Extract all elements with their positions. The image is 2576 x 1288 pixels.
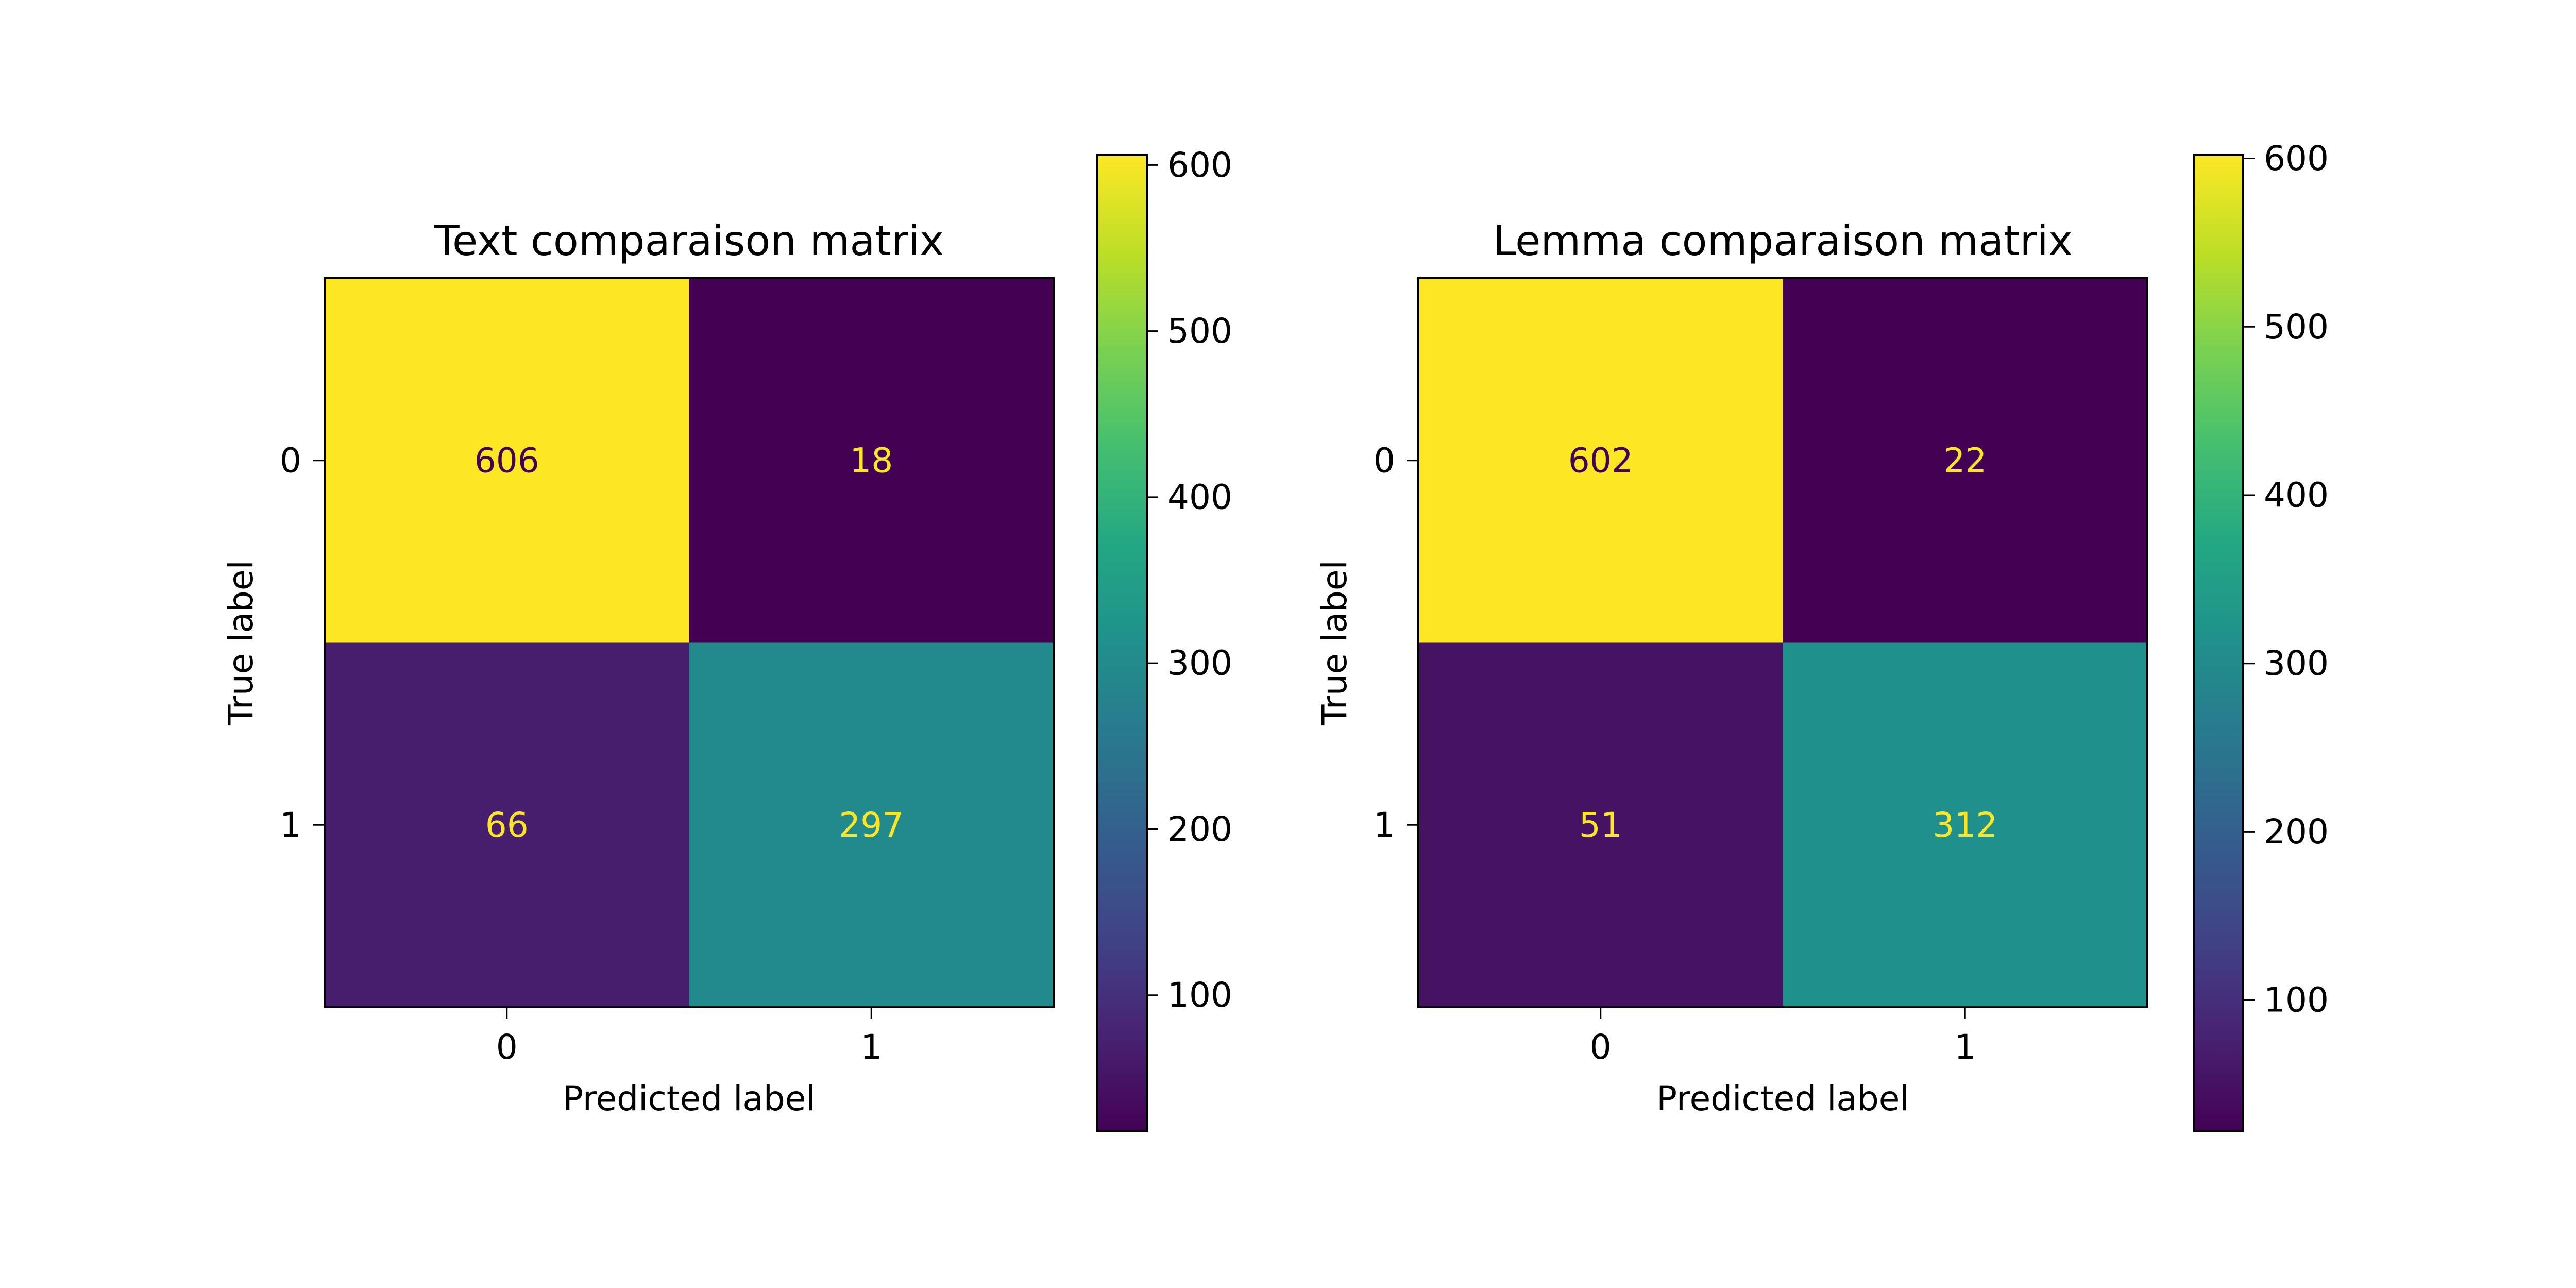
x-tick-label: 0 — [496, 1027, 518, 1067]
cell-value-label: 606 — [474, 440, 539, 480]
cell-value-label: 312 — [1933, 805, 1997, 845]
chart-title: Lemma comparaison matrix — [1493, 217, 2073, 265]
cell-value-label: 602 — [1568, 440, 1633, 480]
colorbar-tick-label: 600 — [2264, 139, 2329, 178]
cell-value-label: 66 — [485, 805, 529, 845]
y-tick-label: 0 — [280, 440, 301, 480]
matrix-panel-1: Text comparaison matrix 606 18 66 297 0 1 0 1 Pre… — [221, 145, 1232, 1132]
colorbar-frame — [2193, 154, 2244, 1132]
matrix-cell — [689, 642, 1054, 1007]
x-tick-label: 1 — [1954, 1027, 1976, 1067]
cell-value-label: 22 — [1943, 440, 1987, 480]
matrix-cell — [1418, 642, 1783, 1007]
matrix-cell — [325, 278, 689, 643]
colorbar-frame — [1096, 154, 1148, 1132]
axes-frame — [1417, 277, 2148, 1008]
matrix-cell — [1783, 278, 2147, 643]
colorbar-tick-label: 100 — [1167, 975, 1232, 1015]
colorbar-tick-label: 300 — [1167, 643, 1232, 683]
y-tick-label: 0 — [1374, 440, 1395, 480]
x-tick-label: 0 — [1590, 1027, 1612, 1067]
matrix-cell — [689, 278, 1054, 643]
y-axis-label: True label — [1315, 560, 1354, 726]
matrix-cell — [1418, 278, 1783, 643]
colorbar-tick-label: 300 — [2264, 643, 2329, 683]
colorbar-tick-label: 600 — [1167, 145, 1232, 185]
x-axis-label: Predicted label — [1656, 1079, 1909, 1118]
matrix-cell — [1783, 642, 2147, 1007]
colorbar-tick-label: 400 — [1167, 477, 1232, 517]
colorbar-tick-label: 400 — [2264, 475, 2329, 515]
x-tick-label: 1 — [860, 1027, 882, 1067]
x-axis-label: Predicted label — [563, 1079, 815, 1118]
y-tick-label: 1 — [1374, 805, 1395, 845]
colorbar-tick-label: 200 — [2264, 812, 2329, 852]
colorbar — [1097, 155, 1147, 1131]
y-axis-label: True label — [221, 560, 261, 726]
colorbar — [2194, 155, 2243, 1131]
cell-value-label: 51 — [1579, 805, 1622, 845]
axes-frame — [324, 277, 1055, 1008]
y-tick-label: 1 — [280, 805, 301, 845]
colorbar-tick-label: 500 — [1167, 311, 1232, 351]
colorbar-tick-label: 200 — [1167, 809, 1232, 849]
matrix-cell — [325, 642, 689, 1007]
chart-title: Text comparaison matrix — [434, 217, 944, 265]
colorbar-tick-label: 500 — [2264, 307, 2329, 347]
matrix-panel-2: Lemma comparaison matrix 602 22 51 312 0 1 0 1 Pr… — [1315, 139, 2329, 1132]
colorbar-tick-label: 100 — [2264, 980, 2329, 1020]
cell-value-label: 18 — [850, 440, 893, 480]
cell-value-label: 297 — [839, 805, 904, 845]
